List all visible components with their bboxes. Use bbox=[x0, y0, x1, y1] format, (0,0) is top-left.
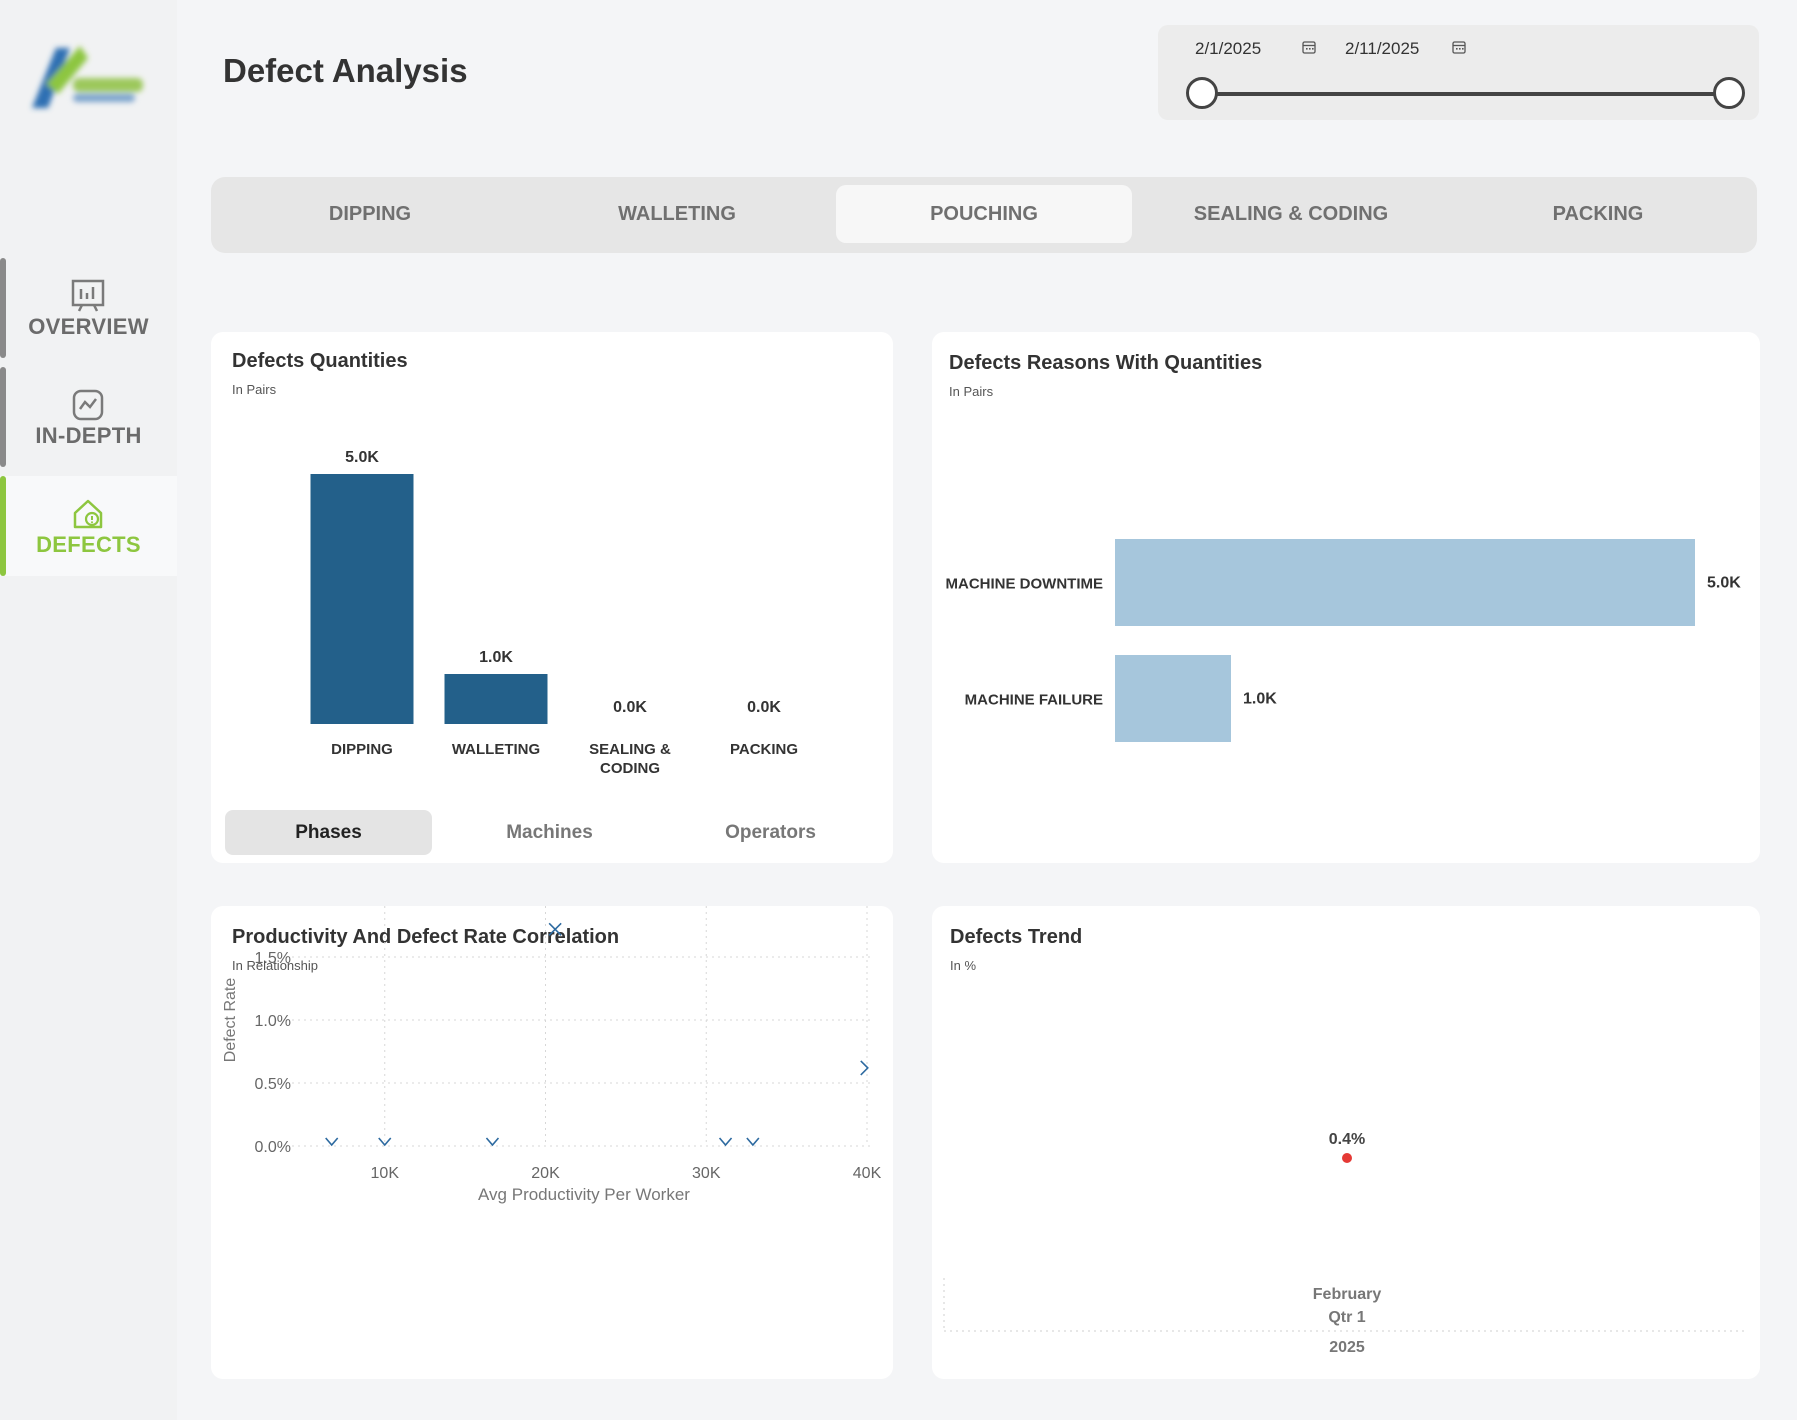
nav-defects[interactable]: DEFECTS bbox=[0, 476, 177, 576]
x-tick-label: 30K bbox=[692, 1165, 721, 1182]
tab-dipping[interactable]: DIPPING bbox=[328, 203, 412, 225]
card-title: Defects Reasons With Quantities bbox=[949, 352, 1263, 374]
card-title: Productivity And Defect Rate Correlation bbox=[232, 926, 620, 948]
nav-indicator bbox=[0, 258, 6, 358]
nav-overview[interactable]: OVERVIEW bbox=[0, 258, 177, 358]
scatter-point bbox=[548, 922, 562, 936]
sidebar: OVERVIEW IN-DEPTH DEFECTS bbox=[0, 0, 177, 1420]
y-tick-label: 0.0% bbox=[255, 1139, 291, 1156]
date-slider-track[interactable] bbox=[1203, 92, 1723, 96]
x-axis-label: Avg Productivity Per Worker bbox=[478, 1185, 690, 1204]
end-date-input[interactable]: 2/11/2025 bbox=[1345, 39, 1420, 58]
x-tick-label: 10K bbox=[371, 1165, 400, 1182]
presentation-chart-icon bbox=[71, 279, 105, 312]
home-alert-icon bbox=[73, 499, 103, 529]
card-title: Defects Trend bbox=[950, 926, 1083, 948]
card-subtitle: In Relationship bbox=[232, 958, 318, 973]
card-title: Defects Quantities bbox=[232, 350, 408, 372]
tab-pouching[interactable]: POUCHING bbox=[836, 185, 1132, 243]
correlation-card: Productivity And Defect Rate Correlation… bbox=[211, 906, 893, 1379]
defects-quantities-chart: 5.0K DIPPING 1.0K WALLETING 0.0K SEALING & COD… bbox=[310, 449, 798, 777]
scatter-point bbox=[325, 1137, 339, 1147]
nav-label: IN-DEPTH bbox=[35, 423, 142, 448]
y-tick-label: 0.5% bbox=[255, 1076, 291, 1093]
nav-in-depth[interactable]: IN-DEPTH bbox=[0, 367, 177, 467]
scatter-point bbox=[860, 1060, 869, 1076]
data-label: 0.0K bbox=[747, 699, 781, 716]
x-tick-label: 40K bbox=[853, 1165, 882, 1182]
scatter-point bbox=[718, 1137, 733, 1147]
tab-packing[interactable]: PACKING bbox=[1552, 203, 1644, 225]
card-subtitle: In Pairs bbox=[949, 384, 994, 399]
scatter-point bbox=[746, 1137, 760, 1147]
x-label-month: February bbox=[1313, 1286, 1382, 1303]
data-label: 5.0K bbox=[345, 449, 379, 466]
category-label: MACHINE DOWNTIME bbox=[946, 576, 1104, 593]
nav-indicator bbox=[0, 367, 6, 467]
nav-label: DEFECTS bbox=[36, 532, 141, 557]
nav-label: OVERVIEW bbox=[28, 314, 149, 339]
category-label: DIPPING bbox=[331, 741, 393, 758]
y-axis-label: Defect Rate bbox=[222, 978, 239, 1063]
nav-indicator bbox=[0, 476, 6, 576]
category-label: MACHINE FAILURE bbox=[965, 692, 1103, 709]
data-label: 0.0K bbox=[613, 699, 647, 716]
bar bbox=[1115, 539, 1695, 626]
defects-trend-card: Defects Trend In % 0.4% February Qtr 1 2025 bbox=[932, 906, 1760, 1379]
defects-quantities-card: Defects Quantities In Pairs 5.0K DIPPING 1… bbox=[211, 332, 893, 863]
category-label: CODING bbox=[600, 760, 660, 777]
defects-reasons-chart: MACHINE DOWNTIME 5.0K MACHINE FAILURE 1.0K bbox=[946, 539, 1741, 742]
toggle-machines-button[interactable]: Machines bbox=[506, 822, 593, 843]
category-label: PACKING bbox=[730, 741, 798, 758]
scatter-point bbox=[378, 1137, 392, 1147]
data-label: 1.0K bbox=[479, 649, 513, 666]
card-subtitle: In % bbox=[950, 958, 977, 973]
trend-line-icon bbox=[72, 389, 104, 421]
defects-trend-chart: 0.4% February Qtr 1 2025 bbox=[943, 1131, 1747, 1356]
category-label: SEALING & bbox=[589, 741, 671, 758]
trend-point bbox=[1342, 1153, 1352, 1163]
date-slider-end-handle[interactable] bbox=[1713, 77, 1745, 109]
calendar-icon[interactable] bbox=[1301, 39, 1317, 55]
date-range-slicer: 2/1/2025 2/11/2025 bbox=[1158, 25, 1759, 120]
data-label: 5.0K bbox=[1707, 575, 1741, 592]
company-logo bbox=[32, 46, 143, 108]
page-title: Defect Analysis bbox=[223, 52, 468, 89]
bar bbox=[444, 674, 548, 724]
x-tick-label: 20K bbox=[531, 1165, 560, 1182]
tab-sealing-coding[interactable]: SEALING & CODING bbox=[1193, 203, 1389, 225]
scatter-point bbox=[485, 1137, 500, 1147]
tab-walleting[interactable]: WALLETING bbox=[618, 203, 736, 225]
calendar-icon[interactable] bbox=[1451, 39, 1467, 55]
x-label-year: 2025 bbox=[1329, 1339, 1365, 1356]
toggle-phases-button[interactable]: Phases bbox=[225, 810, 432, 855]
data-label: 1.0K bbox=[1243, 691, 1277, 708]
phase-tabs: DIPPING WALLETING POUCHING SEALING & COD… bbox=[211, 177, 1757, 253]
bar bbox=[1115, 655, 1231, 742]
toggle-operators-button[interactable]: Operators bbox=[725, 822, 816, 843]
y-tick-label: 1.5% bbox=[255, 950, 291, 967]
start-date-input[interactable]: 2/1/2025 bbox=[1195, 39, 1262, 58]
y-tick-label: 1.0% bbox=[255, 1013, 291, 1030]
bar bbox=[310, 474, 414, 724]
card-subtitle: In Pairs bbox=[232, 382, 277, 397]
x-label-quarter: Qtr 1 bbox=[1328, 1309, 1365, 1326]
date-slider-start-handle[interactable] bbox=[1186, 77, 1218, 109]
category-label: WALLETING bbox=[452, 741, 540, 758]
data-label: 0.4% bbox=[1329, 1131, 1365, 1148]
defects-reasons-card: Defects Reasons With Quantities In Pairs… bbox=[932, 332, 1760, 863]
